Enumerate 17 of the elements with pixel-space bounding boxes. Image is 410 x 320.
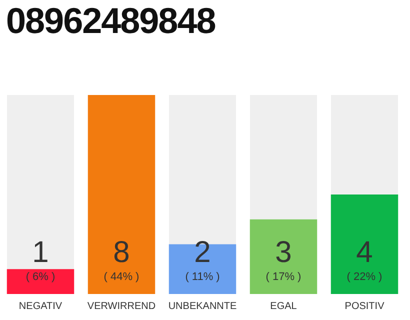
x-tick-label: UNBEKANNTE	[168, 300, 237, 312]
data-label: 4	[356, 236, 373, 269]
data-label: 8	[113, 236, 130, 269]
bar	[6, 269, 74, 294]
x-tick-label: POSITIV	[344, 300, 385, 312]
annotation: ( 22% )	[346, 271, 382, 283]
x-tick-label: NEGATIV	[18, 300, 62, 312]
data-label: 1	[32, 236, 49, 269]
annotation: ( 17% )	[266, 271, 302, 283]
annotation: ( 11% )	[185, 271, 220, 283]
data-label: 3	[275, 236, 292, 269]
data-label: 2	[194, 236, 211, 269]
annotation: ( 6% )	[26, 271, 56, 283]
chart-title: 08962489848	[6, 0, 216, 42]
x-tick-label: EGAL	[270, 300, 298, 312]
x-tick-label: VERWIRREND	[87, 300, 156, 312]
annotation: ( 44% )	[104, 271, 140, 283]
